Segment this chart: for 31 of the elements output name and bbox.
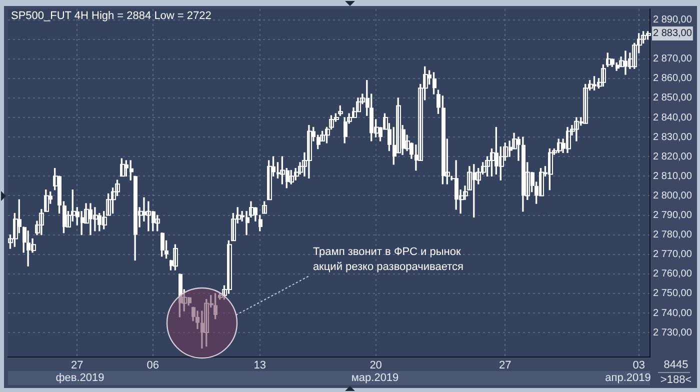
text: >188< bbox=[660, 374, 692, 386]
y-tick-label: 2 830,00 bbox=[653, 132, 692, 143]
y-tick-label: 2 760,00 bbox=[653, 268, 692, 280]
y-tick-label: 2 770,00 bbox=[653, 249, 692, 260]
candlestick bbox=[574, 117, 579, 142]
y-tick-label: 2 780,00 bbox=[653, 230, 692, 241]
text: мар.2019 bbox=[351, 372, 399, 384]
y-tick-label: 2 810,00 bbox=[653, 170, 692, 182]
x-tick-label: 06 bbox=[146, 360, 160, 372]
y-tick-label: 2 800,00 bbox=[653, 190, 692, 202]
text: 8445 bbox=[664, 359, 688, 372]
y-tick-label: 2 820,00 bbox=[653, 151, 692, 162]
x-tick-label: 27 bbox=[498, 360, 512, 372]
x-tick-label: 13 bbox=[254, 360, 266, 372]
chart-title: SP500_FUT 4H High = 2884 Low = 2722 bbox=[11, 10, 212, 22]
y-tick-label: 2 740,00 bbox=[653, 308, 692, 319]
y-tick-label: 2 850,00 bbox=[653, 92, 692, 104]
annotation: Трамп звонит в ФРС и рынок акций резко разворачивается bbox=[312, 246, 464, 274]
y-tick-label: 2 730,00 bbox=[653, 327, 692, 338]
y-tick-label: 2 750,00 bbox=[653, 288, 692, 300]
x-tick-label: 20 bbox=[370, 360, 382, 372]
y-tick-label: 2 840,00 bbox=[653, 112, 692, 124]
y-tick-label: 2 890,00 bbox=[653, 14, 692, 26]
y-tick-label: 2 883,00 bbox=[653, 28, 692, 40]
y-tick-label: 2 870,00 bbox=[653, 54, 692, 65]
y-tick-label: 2 860,00 bbox=[653, 73, 692, 84]
x-tick-label: 27 bbox=[70, 360, 84, 372]
text: фев.2019 bbox=[56, 372, 104, 384]
text: апр.2019 bbox=[605, 372, 651, 384]
y-tick-label: 2 790,00 bbox=[653, 210, 692, 222]
x-tick-label: 03 bbox=[632, 360, 645, 372]
